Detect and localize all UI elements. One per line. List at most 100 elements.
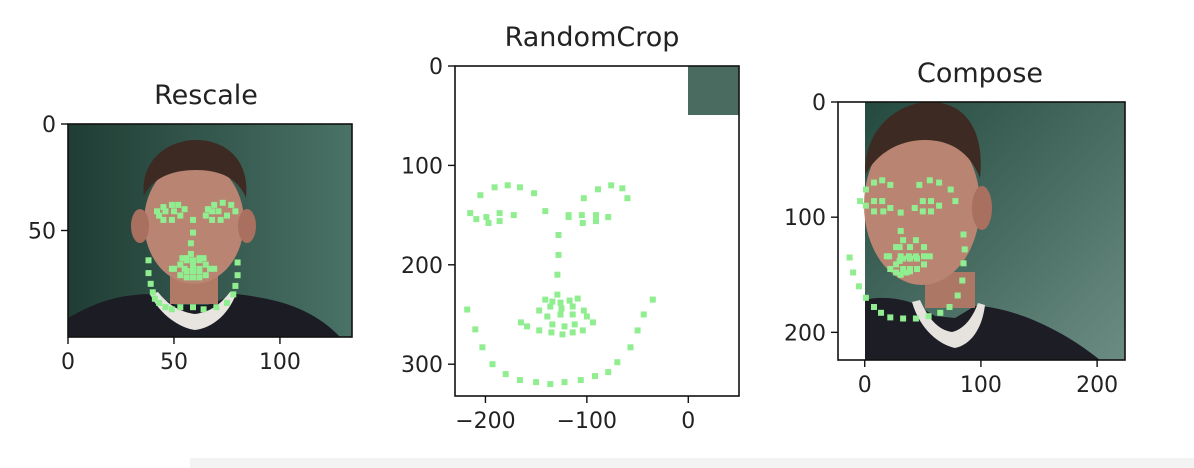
crop-image-patch: [688, 66, 739, 115]
landmark-point: [171, 265, 177, 272]
landmark-point: [887, 205, 894, 211]
landmark-point: [179, 255, 186, 262]
landmark-point: [878, 309, 884, 316]
landmark-point: [177, 272, 184, 279]
landmark-point: [893, 244, 900, 251]
landmark-point: [559, 331, 566, 338]
landmark-point: [183, 257, 190, 264]
landmark-point: [190, 216, 196, 223]
landmark-point: [177, 304, 184, 311]
landmark-point: [919, 208, 926, 215]
subplot-title-randomcrop: RandomCrop: [505, 22, 680, 53]
landmark-point: [565, 214, 572, 221]
photo-compose: [864, 102, 1125, 360]
landmark-point: [855, 283, 862, 290]
y-tick-label: 100: [784, 206, 826, 231]
landmark-point: [640, 311, 647, 318]
landmarks-rescale: [145, 199, 241, 313]
photo-rescale: [68, 124, 352, 337]
landmark-point: [196, 257, 203, 264]
landmark-point: [557, 299, 564, 306]
landmark-point: [886, 253, 893, 260]
landmark-point: [921, 261, 927, 268]
landmark-point: [145, 270, 152, 277]
face-shape: [864, 125, 980, 285]
landmark-point: [566, 297, 573, 304]
landmark-point: [491, 184, 498, 191]
landmark-point: [549, 321, 556, 328]
landmark-point: [862, 186, 869, 193]
landmark-point: [168, 201, 175, 208]
landmark-point: [893, 269, 900, 276]
subplot-rescale: Rescale 0 50 100 0 50: [28, 80, 353, 375]
landmark-point: [571, 321, 578, 328]
landmark-point: [516, 377, 523, 384]
landmark-point: [149, 289, 156, 296]
landmark-point: [204, 206, 211, 213]
screenshot-bottom-shadow: [190, 458, 1194, 468]
landmark-point: [579, 327, 586, 334]
landmark-point: [555, 251, 562, 258]
landmark-point: [154, 208, 160, 215]
landmark-point: [907, 255, 913, 262]
landmark-point: [871, 198, 877, 205]
landmark-point: [496, 218, 503, 225]
landmark-point: [171, 208, 177, 215]
landmark-point: [921, 244, 927, 251]
landmark-point: [464, 306, 471, 313]
landmark-point: [907, 268, 913, 275]
landmark-point: [228, 201, 235, 208]
landmark-point: [190, 304, 196, 311]
landmark-point: [900, 315, 907, 322]
landmark-point: [871, 304, 877, 310]
landmark-point: [897, 209, 904, 216]
y-tick-label: 200: [784, 321, 826, 346]
hair-shape: [865, 102, 981, 178]
x-tick-label: −100: [557, 409, 617, 434]
landmark-point: [168, 216, 175, 223]
landmark-point: [196, 274, 203, 281]
landmark-point: [168, 306, 175, 313]
landmark-point: [479, 344, 486, 351]
landmark-point: [200, 306, 207, 313]
landmark-point: [897, 228, 904, 234]
landmark-point: [907, 244, 913, 251]
landmark-point: [504, 182, 511, 189]
landmark-point: [880, 208, 887, 215]
y-tick-label: 300: [401, 353, 443, 378]
x-tick-label: 200: [1076, 373, 1118, 398]
landmark-point: [580, 307, 587, 314]
landmark-point: [893, 261, 900, 268]
x-tick-label: 0: [681, 409, 695, 434]
y-tick-label: 0: [812, 91, 826, 116]
landmark-point: [937, 309, 944, 316]
landmark-point: [160, 216, 167, 223]
landmark-point: [477, 192, 484, 199]
landmark-point: [634, 327, 641, 334]
landmark-point: [162, 208, 169, 215]
landmark-point: [472, 326, 479, 333]
landmark-point: [557, 311, 564, 318]
landmark-point: [542, 208, 549, 215]
landmark-point: [502, 371, 509, 378]
landmark-point: [900, 237, 907, 244]
landmark-point: [177, 261, 184, 268]
landmark-point: [156, 299, 163, 306]
landmark-point: [846, 254, 853, 261]
landmark-point: [887, 314, 894, 321]
landmark-point: [921, 253, 927, 260]
collar-shape: [912, 300, 985, 348]
landmark-point: [954, 292, 961, 299]
landmark-point: [467, 210, 474, 217]
landmark-point: [960, 231, 967, 238]
subplot-title-rescale: Rescale: [154, 80, 258, 111]
landmark-point: [224, 299, 230, 306]
landmark-point: [919, 198, 926, 205]
landmark-point: [151, 295, 158, 302]
landmark-point: [187, 240, 194, 247]
landmark-point: [549, 298, 556, 305]
landmark-point: [605, 214, 612, 221]
landmark-point: [547, 381, 554, 388]
x-tick-label: 0: [858, 373, 872, 398]
